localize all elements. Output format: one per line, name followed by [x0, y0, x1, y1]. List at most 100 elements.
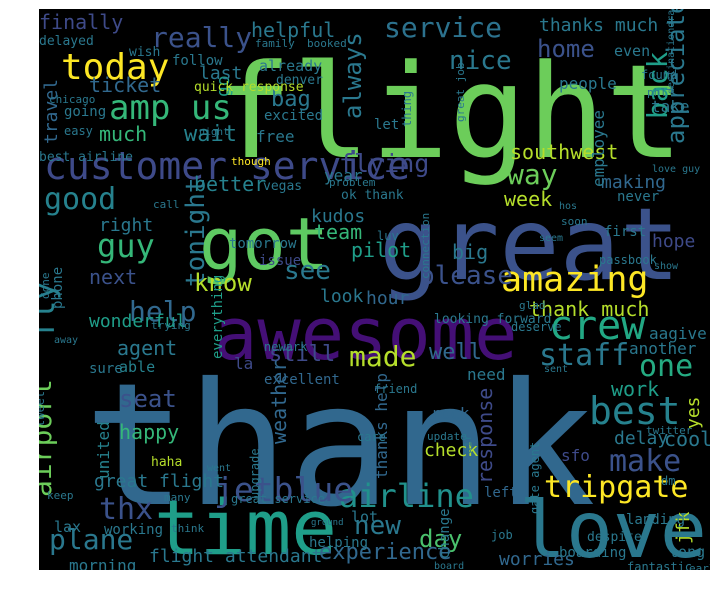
- cloud-word: sure: [89, 361, 123, 377]
- cloud-word: lax: [54, 518, 81, 536]
- cloud-word: airline: [339, 477, 474, 515]
- cloud-word: made: [349, 340, 416, 373]
- cloud-word: hope: [652, 231, 695, 252]
- cloud-word: deserve: [511, 320, 562, 334]
- cloud-word: much: [99, 122, 147, 146]
- cloud-word: well: [429, 340, 482, 365]
- cloud-word: thank: [84, 347, 596, 545]
- cloud-word: delay: [614, 428, 668, 449]
- cloud-word: though: [231, 155, 271, 168]
- cloud-word: kudos: [311, 206, 365, 227]
- cloud-word: follow: [172, 53, 223, 69]
- cloud-word: la: [234, 354, 253, 373]
- cloud-word: helping: [309, 535, 368, 551]
- cloud-word: great flight: [94, 471, 224, 492]
- cloud-word: change: [437, 508, 453, 559]
- cloud-word: pilot: [351, 238, 411, 262]
- cloud-word: help: [129, 295, 196, 328]
- cloud-word: early: [689, 562, 710, 570]
- cloud-word: flight: [214, 36, 684, 188]
- cloud-word: let: [374, 117, 399, 133]
- cloud-word: got: [199, 202, 329, 286]
- cloud-word: thx: [99, 492, 153, 527]
- cloud-word: easy: [64, 124, 93, 138]
- cloud-word: really: [151, 21, 252, 54]
- cloud-word: time: [154, 483, 337, 570]
- cloud-word: ticket: [89, 73, 161, 97]
- cloud-word: keep: [47, 489, 74, 502]
- cloud-word: worries: [499, 549, 575, 570]
- cloud-word: appreciate: [662, 9, 690, 144]
- cloud-word: happy: [119, 420, 179, 444]
- cloud-word: people: [559, 74, 617, 93]
- cloud-word: good: [44, 182, 116, 217]
- cloud-word: cool: [664, 427, 710, 451]
- cloud-word: going: [64, 104, 106, 120]
- cloud-word: think: [171, 522, 204, 535]
- cloud-word: wonderful: [89, 311, 187, 332]
- cloud-word: able: [119, 358, 155, 376]
- cloud-word: thing: [400, 91, 414, 127]
- cloud-word: please: [419, 261, 513, 291]
- cloud-word: trying: [151, 319, 191, 332]
- cloud-word: aagive: [649, 324, 707, 343]
- cloud-word: problem: [329, 176, 376, 189]
- cloud-word: excellent: [264, 372, 340, 388]
- cloud-word: see: [284, 256, 331, 286]
- cloud-word: customer service: [44, 144, 410, 188]
- cloud-word: next: [89, 265, 137, 289]
- cloud-word: need: [467, 365, 506, 384]
- cloud-word: long: [669, 543, 705, 561]
- cloud-word: another: [629, 339, 697, 358]
- cloud-word: phone: [50, 267, 66, 309]
- cloud-word: back: [641, 51, 674, 119]
- cloud-word: board: [434, 561, 464, 570]
- cloud-word: flight attendant: [149, 546, 322, 567]
- cloud-word: delayed: [39, 34, 94, 49]
- word-cloud: thank flight great awesome love time got custom…: [39, 9, 710, 570]
- cloud-word: boarding: [559, 545, 626, 561]
- cloud-word: know: [194, 269, 252, 297]
- cloud-word: ground: [311, 518, 344, 528]
- cloud-word: travel: [41, 79, 62, 144]
- cloud-word: employee: [589, 110, 608, 187]
- cloud-word: twitter: [646, 424, 693, 437]
- cloud-word: fly: [39, 281, 62, 339]
- cloud-word: free: [256, 127, 295, 146]
- cloud-word: year: [324, 166, 363, 185]
- cloud-word: wait: [184, 122, 237, 147]
- cloud-word: response: [473, 388, 497, 484]
- cloud-word: air: [461, 434, 474, 454]
- cloud-word: thank much: [529, 297, 649, 321]
- cloud-word: ok thank: [341, 188, 404, 203]
- cloud-word: newark: [264, 340, 308, 354]
- cloud-word: plane: [49, 523, 133, 556]
- cloud-word: yes: [683, 396, 704, 429]
- cloud-word: family: [255, 37, 295, 50]
- cloud-word: done: [39, 273, 52, 300]
- cloud-word: job: [491, 528, 513, 542]
- cloud-word: way: [507, 158, 558, 191]
- cloud-word: thanks much: [539, 15, 658, 36]
- cloud-word: found: [641, 68, 677, 82]
- cloud-word: still: [269, 342, 335, 367]
- cloud-word: tripgate: [544, 470, 689, 505]
- cloud-word: booked: [307, 37, 347, 50]
- cloud-word: denver: [276, 73, 323, 88]
- cloud-word: helpful: [251, 18, 335, 42]
- cloud-word: work: [611, 377, 659, 401]
- cloud-word: agent: [117, 336, 177, 360]
- cloud-word: soon: [561, 215, 588, 228]
- cloud-word: gate agent: [528, 442, 542, 514]
- cloud-word: tweet: [39, 391, 47, 427]
- cloud-word: make: [609, 444, 681, 479]
- cloud-word: take: [651, 97, 690, 116]
- cloud-word: sent: [544, 364, 568, 375]
- cloud-word: look: [320, 286, 364, 307]
- cloud-word: always: [339, 32, 367, 119]
- cloud-word: last: [199, 63, 242, 84]
- cloud-word: great: [379, 186, 680, 303]
- cloud-word: looking forward: [434, 312, 551, 327]
- cloud-word: landing: [626, 512, 685, 528]
- cloud-word: best: [589, 389, 681, 433]
